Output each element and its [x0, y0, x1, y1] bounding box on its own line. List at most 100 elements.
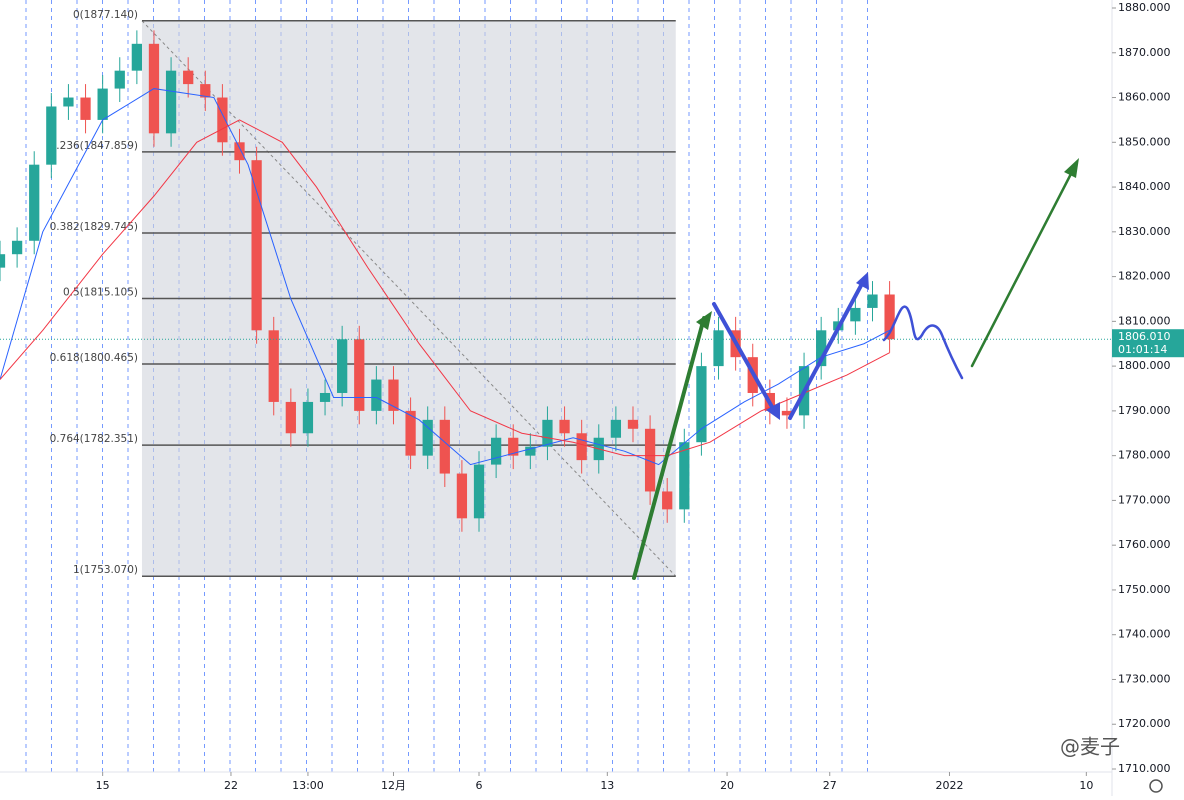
candle-body	[319, 392, 331, 402]
countdown-label: 01:01:14	[1118, 343, 1167, 356]
y-tick-label: 1850.000	[1118, 135, 1171, 148]
candle-body	[662, 491, 673, 510]
candle-body	[850, 307, 861, 322]
y-tick-label: 1740.000	[1118, 628, 1171, 641]
candle-body	[508, 437, 519, 456]
fib-label: 0(1877.140)	[73, 9, 138, 21]
x-tick-label: 20	[720, 779, 734, 792]
candle-body	[217, 97, 228, 143]
fib-label: 0.382(1829.745)	[50, 221, 138, 233]
moving-average	[0, 119, 890, 457]
candle-body	[388, 379, 399, 411]
watermark: @麦子	[1060, 735, 1120, 759]
y-tick-label: 1800.000	[1118, 359, 1171, 372]
candle-body	[268, 330, 279, 402]
candle-body	[11, 240, 23, 255]
candle-body	[165, 70, 177, 134]
blue-arrow	[788, 278, 866, 420]
candle-body	[0, 254, 6, 268]
candle-body	[200, 84, 211, 98]
price-tag	[1112, 329, 1184, 358]
candle-body	[884, 294, 895, 340]
x-tick-label: 13:00	[292, 779, 324, 792]
fib-label: 0.236(1847.859)	[50, 140, 138, 152]
x-tick-label: 6	[476, 779, 483, 792]
arrow-head	[766, 402, 780, 420]
settings-icon[interactable]	[1149, 779, 1163, 793]
y-tick-label: 1810.000	[1118, 314, 1171, 327]
green-arrow	[632, 316, 706, 580]
y-tick-label: 1880.000	[1118, 1, 1171, 14]
fib-label: 0.764(1782.351)	[50, 433, 138, 445]
y-tick-label: 1790.000	[1118, 404, 1171, 417]
x-tick-label: 13	[600, 779, 614, 792]
blue-arrow	[712, 302, 778, 416]
candle-body	[46, 106, 57, 165]
candle-body	[713, 330, 724, 367]
y-tick-label: 1840.000	[1118, 180, 1171, 193]
fib-label: 1(1753.070)	[73, 564, 138, 576]
y-tick-label: 1760.000	[1118, 538, 1171, 551]
candle-body	[473, 464, 485, 519]
x-tick-label: 22	[224, 779, 238, 792]
candle-body	[371, 379, 382, 411]
candle-body	[302, 401, 314, 434]
candle-body	[80, 97, 91, 120]
y-tick-label: 1820.000	[1118, 270, 1171, 283]
x-tick-label: 15	[96, 779, 110, 792]
candle-body	[542, 419, 553, 447]
x-tick-label: 12月	[381, 779, 406, 792]
fib-label: 0.5(1815.105)	[63, 287, 138, 299]
candle-body	[422, 419, 433, 456]
candle-body	[114, 70, 125, 89]
candle-body	[867, 294, 878, 308]
candle-body	[679, 442, 690, 510]
candle-body	[781, 410, 793, 416]
fib-label: 0.618(1800.465)	[50, 352, 138, 364]
arrow-head	[1064, 158, 1079, 178]
x-tick-label: 27	[823, 779, 837, 792]
y-tick-label: 1710.000	[1118, 762, 1171, 775]
candle-body	[131, 43, 142, 71]
y-tick-label: 1720.000	[1118, 717, 1171, 730]
candle-body	[29, 164, 40, 241]
green-arrow	[970, 166, 1076, 368]
y-tick-label: 1870.000	[1118, 46, 1171, 59]
candle-body	[525, 446, 536, 456]
x-tick-label: 10	[1079, 779, 1093, 792]
candle-body	[251, 160, 262, 331]
arrow-head	[696, 311, 712, 330]
annotations	[632, 158, 1079, 580]
candle-body	[490, 437, 502, 465]
candle-body	[610, 419, 622, 438]
candle-body	[285, 401, 296, 434]
moving-average	[0, 88, 890, 466]
candle-body	[816, 330, 827, 367]
axes: 1710.000 1720.000 1730.000 1740.000 1750.000…	[96, 1, 1184, 792]
candle-body	[97, 88, 108, 120]
candle-body	[627, 419, 639, 429]
candle-body	[234, 142, 245, 161]
price-tag-label: 1806.010	[1118, 330, 1171, 343]
candle-body	[183, 70, 194, 85]
arrow-head	[856, 272, 869, 290]
projection-path	[882, 305, 964, 380]
candle-body	[696, 366, 707, 443]
y-tick-label: 1780.000	[1118, 449, 1171, 462]
candle-body	[456, 473, 468, 519]
x-tick-label: 2022	[935, 779, 963, 792]
candle-body	[576, 433, 587, 461]
candle-body	[354, 339, 365, 411]
candle-body	[337, 339, 348, 393]
candle-body	[405, 410, 416, 456]
y-tick-label: 1830.000	[1118, 225, 1171, 238]
y-tick-label: 1730.000	[1118, 672, 1171, 685]
y-tick-label: 1750.000	[1118, 583, 1171, 596]
y-tick-label: 1770.000	[1118, 493, 1171, 506]
candle-body	[644, 428, 656, 492]
candle-body	[439, 419, 450, 474]
candle-body	[559, 419, 570, 434]
y-tick-label: 1860.000	[1118, 91, 1171, 104]
candle-body	[63, 97, 74, 107]
